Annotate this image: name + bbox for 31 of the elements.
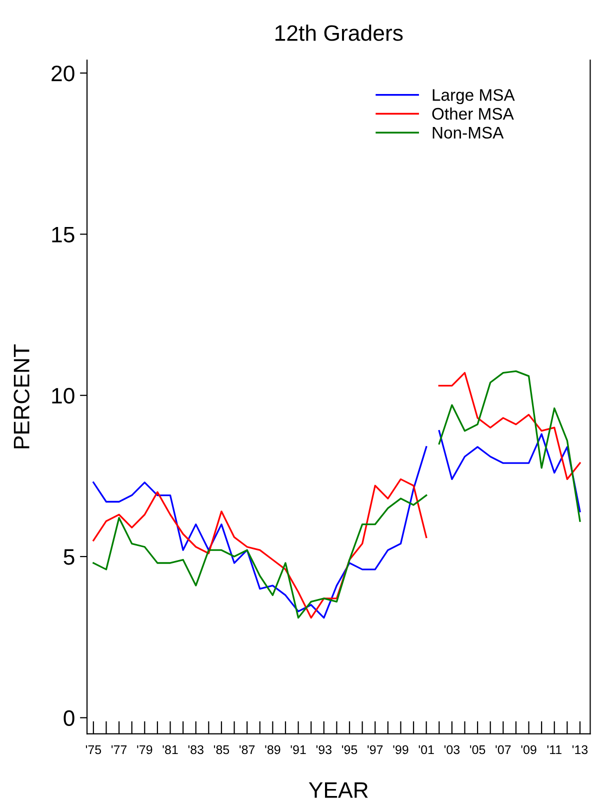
x-tick-label: '85	[214, 745, 230, 754]
x-tick-label: '83	[188, 745, 204, 754]
legend-label: Large MSA	[432, 89, 515, 104]
x-tick-label: '75	[86, 745, 102, 754]
x-tick-label: '79	[137, 745, 152, 754]
x-tick-label: '89	[265, 745, 280, 754]
legend-label: Non-MSA	[432, 126, 504, 139]
y-tick-label: 0	[64, 710, 74, 726]
y-tick-label: 15	[52, 226, 74, 242]
x-tick-label: '05	[470, 745, 486, 754]
x-axis-title: YEAR	[308, 782, 368, 798]
y-tick-label: 10	[52, 388, 74, 404]
x-tick-label: '95	[342, 745, 358, 754]
legend-label: Other MSA	[432, 107, 514, 120]
x-tick-label: '77	[112, 745, 127, 754]
y-tick-label: 20	[52, 66, 74, 82]
x-tick-label: '07	[496, 745, 511, 754]
x-tick-label: '91	[290, 745, 306, 754]
x-tick-label: '87	[240, 745, 255, 754]
x-tick-label: '09	[521, 745, 536, 754]
x-tick-label: '97	[368, 745, 383, 754]
y-tick-label: 5	[64, 549, 74, 565]
chart-title: 12th Graders	[275, 24, 403, 41]
x-tick-label: '93	[316, 745, 332, 754]
x-tick-label: '99	[393, 745, 408, 754]
x-tick-label: '03	[444, 745, 460, 754]
x-tick-label: '81	[162, 745, 178, 754]
x-tick-label: '11	[547, 745, 562, 754]
y-axis-title: PERCENT	[14, 344, 30, 448]
x-tick-label: '01	[418, 745, 434, 754]
x-tick-label: '13	[572, 745, 588, 754]
